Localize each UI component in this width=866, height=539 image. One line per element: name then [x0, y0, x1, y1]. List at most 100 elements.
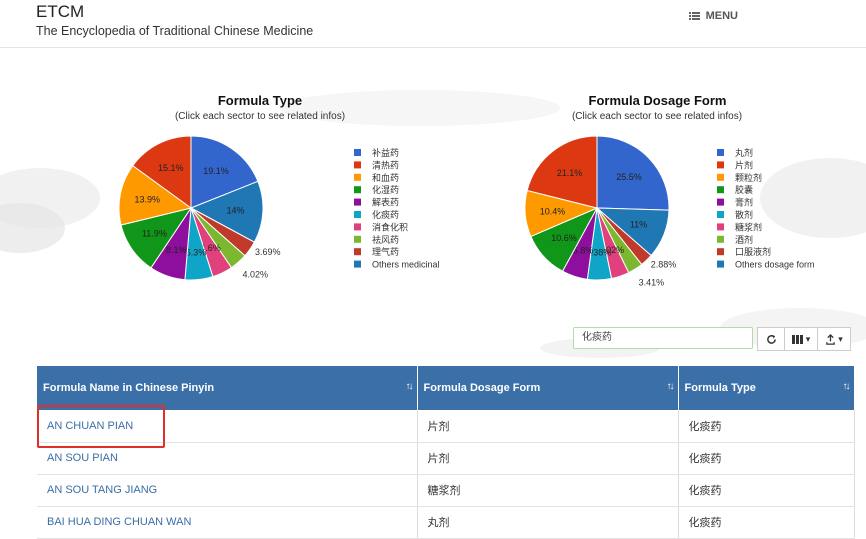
highlight-annotation-box: [37, 405, 165, 448]
legend-swatch[interactable]: [354, 149, 361, 156]
pie-slice[interactable]: [118, 164, 193, 226]
legend-swatch[interactable]: [354, 248, 361, 256]
legend-item-label[interactable]: 片剂: [735, 159, 753, 170]
legend-item-label[interactable]: 胶囊: [735, 184, 753, 195]
legend-item-label[interactable]: 口服液剂: [735, 246, 771, 257]
formula-type-cell: 化痰药: [678, 442, 855, 475]
pie-slice-label: 4.02%: [242, 270, 268, 280]
legend-item-label[interactable]: Others medicinal: [372, 260, 440, 270]
legend-swatch[interactable]: [717, 161, 724, 169]
pie-slice-label: 6.3%: [186, 247, 207, 257]
refresh-icon: [766, 334, 776, 344]
legend-item-label[interactable]: 糖浆剂: [735, 221, 762, 232]
table-row: AN CHUAN PIAN 片剂 化痰药: [37, 410, 855, 443]
legend-item-label[interactable]: 丸剂: [735, 147, 753, 158]
legend-swatch[interactable]: [717, 149, 724, 156]
pie-slice-label: 5.8%: [573, 245, 594, 255]
legend-swatch[interactable]: [354, 173, 361, 181]
pie-slice-label: 4.02%: [599, 245, 625, 255]
legend-item-label[interactable]: 酒剂: [735, 234, 753, 245]
legend-item-label[interactable]: 化痰药: [372, 209, 399, 220]
legend-item-label[interactable]: 解表药: [372, 197, 399, 208]
pie-slice-label: 3.69%: [255, 247, 281, 257]
dosage-form-cell: 片剂: [417, 442, 679, 475]
legend-item-label[interactable]: 祛风药: [372, 234, 399, 245]
pie-slice-label: 11%: [630, 219, 647, 229]
formula-name-link[interactable]: AN SOU TANG JIANG: [37, 474, 418, 507]
site-brand[interactable]: ETCM: [36, 2, 85, 21]
columns-icon: [791, 334, 803, 344]
legend-swatch[interactable]: [354, 161, 361, 169]
formula-table: Formula Name in Chinese Pinyin ↑↓ Formula…: [37, 366, 855, 539]
pie-slice-label: 25.5%: [616, 172, 642, 182]
search-input[interactable]: 化痰药: [573, 327, 753, 349]
chart-title-dosage-form: Formula Dosage Form: [588, 93, 727, 108]
pie-slice[interactable]: [596, 135, 670, 211]
legend-swatch[interactable]: [717, 248, 724, 256]
legend-swatch[interactable]: [354, 223, 361, 231]
table-row: AN SOU TANG JIANG 糖浆剂 化痰药: [37, 474, 855, 507]
pie-slice-label: 13.9%: [134, 194, 160, 204]
export-button[interactable]: ▾: [817, 327, 851, 351]
legend-swatch[interactable]: [717, 223, 724, 231]
pie-slice-label: 4.6%: [200, 243, 221, 253]
legend-swatch[interactable]: [354, 260, 361, 268]
formula-name-link[interactable]: BAI HUA DING CHUAN WAN: [37, 506, 418, 539]
chart-subtitle-dosage-form: (Click each sector to see related infos): [571, 111, 743, 122]
legend-swatch[interactable]: [354, 198, 361, 206]
pie-chart-formula-type[interactable]: 19.1% 14% 3.69% 4.02% 4.6%6.3%8.1% 11.9% 13.9%…: [110, 132, 310, 292]
formula-name-link[interactable]: AN CHUAN PIAN: [37, 410, 418, 443]
column-header-formula-type[interactable]: Formula Type ↑↓: [678, 366, 855, 410]
dosage-form-cell: 丸剂: [417, 506, 679, 539]
pie-slice[interactable]: [132, 135, 192, 209]
columns-button[interactable]: ▾: [784, 327, 818, 351]
pie-slice-label: 14%: [227, 206, 245, 216]
legend-item-label[interactable]: 化湿药: [372, 184, 399, 195]
legend-swatch[interactable]: [717, 260, 724, 268]
legend-item-label[interactable]: 颗粒剂: [735, 172, 762, 183]
formula-type-cell: 化痰药: [678, 474, 855, 507]
legend-swatch[interactable]: [717, 211, 724, 218]
legend-item-label[interactable]: 理气药: [372, 246, 399, 257]
pie-slice-label: 2.88%: [651, 259, 677, 269]
legend-swatch[interactable]: [717, 186, 724, 194]
pie-chart-dosage-form[interactable]: 25.5% 11% 2.88% 3.41% 4.02%5.38%5.8% 10.6% 10.…: [516, 132, 716, 292]
legend-item-label[interactable]: 和血药: [372, 172, 399, 183]
chevron-down-icon: ▾: [805, 333, 811, 344]
sort-icon: ↑↓: [405, 381, 414, 392]
legend-item-label[interactable]: 清热药: [372, 159, 399, 170]
legend-item-label[interactable]: Others dosage form: [735, 260, 815, 270]
menu-button[interactable]: MENU: [688, 10, 738, 22]
legend-swatch[interactable]: [354, 235, 361, 243]
pie-slice-label: 5.38%: [586, 248, 612, 258]
chevron-down-icon: ▾: [838, 333, 843, 344]
pie-slice-label: 19.1%: [203, 166, 229, 176]
column-header-dosage-form[interactable]: Formula Dosage Form ↑↓: [417, 366, 679, 410]
legend-swatch[interactable]: [717, 198, 724, 206]
legend-item-label[interactable]: 补益药: [372, 147, 399, 158]
table-row: BAI HUA DING CHUAN WAN 丸剂 化痰药: [37, 506, 855, 539]
pie-slice[interactable]: [526, 135, 598, 209]
dosage-form-cell: 糖浆剂: [417, 474, 679, 507]
pie-slice[interactable]: [190, 135, 259, 209]
legend-item-label[interactable]: 膏剂: [735, 197, 753, 208]
legend-swatch[interactable]: [717, 173, 724, 181]
formula-type-cell: 化痰药: [678, 410, 855, 443]
pie-slice-label: 15.1%: [158, 163, 184, 173]
refresh-button[interactable]: [757, 327, 785, 351]
formula-type-cell: 化痰药: [678, 506, 855, 539]
chart-subtitle-formula-type: (Click each sector to see related infos): [174, 111, 346, 122]
site-header: ETCM The Encyclopedia of Traditional Chi…: [0, 0, 866, 48]
column-header-pinyin[interactable]: Formula Name in Chinese Pinyin ↑↓: [37, 366, 418, 410]
pie-slice[interactable]: [189, 180, 264, 243]
table-toolbar: ▾ ▾: [757, 327, 851, 351]
legend-item-label[interactable]: 消食化积: [372, 221, 408, 232]
legend-swatch[interactable]: [717, 235, 724, 243]
pie-slice-label: 8.1%: [166, 245, 187, 255]
pie-slice-label: 21.1%: [557, 168, 583, 178]
export-icon: [826, 333, 836, 345]
legend-swatch[interactable]: [354, 186, 361, 194]
legend-swatch[interactable]: [354, 211, 361, 218]
legend-item-label[interactable]: 散剂: [735, 209, 753, 220]
